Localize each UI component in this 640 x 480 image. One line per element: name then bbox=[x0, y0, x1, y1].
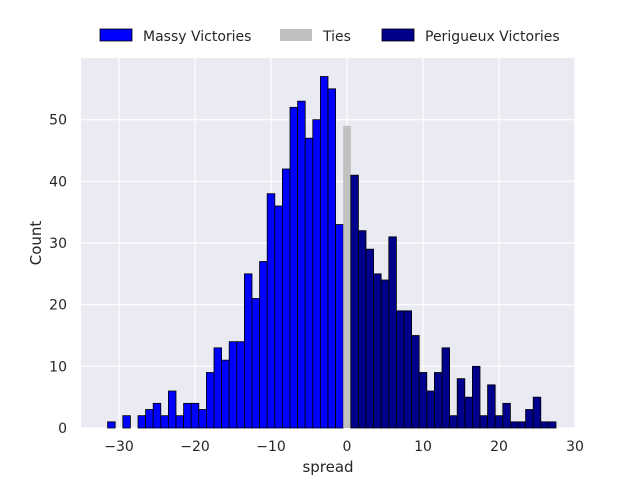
legend-label-perigueux: Perigueux Victories bbox=[425, 29, 560, 45]
legend-swatch-perigueux bbox=[381, 28, 415, 42]
bar bbox=[274, 205, 283, 429]
x-tick-label: 10 bbox=[414, 439, 432, 455]
bar bbox=[259, 261, 268, 429]
bar bbox=[433, 372, 443, 429]
legend-label-ties: Ties bbox=[322, 29, 351, 45]
y-tick-label: 40 bbox=[49, 174, 67, 190]
bar bbox=[517, 421, 526, 429]
bar bbox=[411, 335, 420, 429]
x-tick-label: 20 bbox=[490, 439, 508, 455]
bar bbox=[266, 193, 276, 429]
bar bbox=[548, 421, 557, 429]
bar bbox=[175, 415, 184, 429]
bar bbox=[441, 347, 450, 429]
bar bbox=[319, 76, 329, 429]
x-tick-label: −30 bbox=[104, 439, 134, 455]
x-tick-label: 30 bbox=[566, 439, 584, 455]
legend-swatch-ties bbox=[280, 29, 312, 41]
bar bbox=[160, 415, 169, 429]
bar bbox=[426, 390, 435, 429]
x-tick-labels: −30 −20 −10 0 10 20 30 bbox=[104, 439, 584, 455]
bar bbox=[456, 378, 466, 429]
y-tick-label: 30 bbox=[49, 236, 67, 252]
x-axis-label: spread bbox=[302, 458, 353, 476]
bar bbox=[228, 341, 238, 429]
bar bbox=[243, 273, 253, 429]
bar bbox=[373, 273, 382, 429]
y-tick-label: 50 bbox=[49, 113, 67, 129]
bar bbox=[304, 137, 314, 429]
bar bbox=[221, 359, 230, 429]
bar bbox=[471, 365, 481, 429]
bar bbox=[502, 402, 511, 429]
x-tick-label: −20 bbox=[180, 439, 210, 455]
legend-swatch-massy bbox=[99, 28, 133, 42]
bar bbox=[312, 119, 321, 429]
bar bbox=[350, 174, 359, 429]
x-tick-label: −10 bbox=[256, 439, 286, 455]
bar bbox=[297, 100, 306, 429]
bar bbox=[190, 402, 200, 429]
bar bbox=[122, 415, 131, 429]
bar bbox=[494, 415, 504, 429]
bar bbox=[107, 421, 116, 429]
bar bbox=[388, 236, 397, 429]
bar bbox=[365, 248, 374, 429]
bar bbox=[327, 88, 336, 429]
y-tick-label: 0 bbox=[58, 421, 67, 437]
bar bbox=[525, 409, 534, 429]
bar bbox=[449, 415, 458, 429]
bar bbox=[335, 224, 344, 429]
y-tick-labels: 0 10 20 30 40 50 bbox=[49, 113, 67, 437]
bar bbox=[357, 230, 367, 429]
bar bbox=[205, 372, 215, 429]
bar bbox=[540, 421, 549, 429]
y-axis-label: Count bbox=[27, 221, 45, 266]
bar bbox=[403, 310, 412, 429]
bar bbox=[395, 310, 405, 429]
bar bbox=[343, 125, 351, 428]
bar bbox=[418, 372, 428, 429]
bar bbox=[236, 341, 245, 429]
bar bbox=[145, 409, 154, 429]
bar bbox=[281, 168, 291, 429]
x-tick-label: 0 bbox=[343, 439, 352, 455]
bar bbox=[251, 298, 260, 429]
bar bbox=[509, 421, 519, 429]
bar bbox=[167, 390, 177, 429]
bar bbox=[213, 347, 222, 429]
bar bbox=[183, 402, 192, 429]
y-tick-label: 20 bbox=[49, 298, 67, 314]
bars bbox=[107, 76, 557, 429]
bar bbox=[464, 396, 473, 429]
bar bbox=[152, 402, 162, 429]
bar bbox=[479, 415, 488, 429]
bar bbox=[137, 415, 146, 429]
bar bbox=[532, 396, 542, 429]
legend: Massy Victories Ties Perigueux Victories bbox=[99, 28, 560, 45]
bar bbox=[487, 384, 496, 429]
legend-label-massy: Massy Victories bbox=[143, 29, 251, 45]
bar bbox=[289, 106, 298, 429]
bar bbox=[198, 409, 207, 429]
bar bbox=[380, 279, 390, 429]
y-tick-label: 10 bbox=[49, 359, 67, 375]
